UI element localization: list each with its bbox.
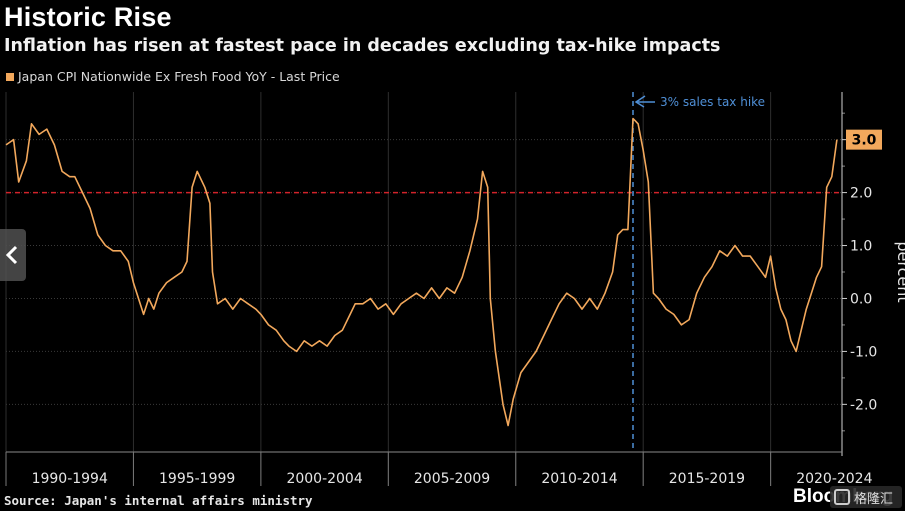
x-category-label: 2005-2009 (414, 471, 490, 487)
previous-arrow-button[interactable] (0, 229, 26, 281)
source-note: Source: Japan's internal affairs ministr… (4, 493, 313, 508)
chart-title: Historic Rise (4, 2, 172, 32)
annotation-layer: 3% sales tax hike (632, 92, 765, 452)
watermark: 格隆汇 (830, 486, 902, 508)
x-category-label: 1990-1994 (32, 471, 108, 487)
x-category-label: 2000-2004 (286, 471, 362, 487)
x-category-label: 2020-2024 (796, 471, 872, 487)
legend: Japan CPI Nationwide Ex Fresh Food YoY -… (6, 69, 340, 84)
y-axis-label: percent (894, 241, 905, 302)
watermark-logo-icon (834, 489, 850, 505)
y-tick-label: 2.0 (850, 186, 872, 202)
annotation-label: 3% sales tax hike (660, 95, 765, 109)
chart-subtitle: Inflation has risen at fastest pace in d… (4, 36, 721, 56)
y-tick-label: -1.0 (850, 344, 877, 360)
axis-layer: -2.0 -1.0 0.0 1.0 2.0 percent 1990-1994 1995-19… (5, 92, 905, 487)
legend-label: Japan CPI Nationwide Ex Fresh Food YoY -… (18, 69, 340, 84)
x-category-label: 2010-2014 (541, 471, 617, 487)
chevron-left-icon (5, 245, 18, 265)
x-category-label: 1995-1999 (159, 471, 235, 487)
legend-swatch (6, 73, 14, 81)
last-value-label: 3.0 (852, 133, 877, 149)
series-layer (5, 117, 838, 427)
y-tick-label: -2.0 (850, 397, 877, 413)
y-tick-label: 1.0 (850, 239, 872, 255)
y-tick-label: 0.0 (850, 291, 872, 307)
watermark-text: 格隆汇 (854, 492, 894, 507)
last-value-badge (846, 129, 882, 150)
x-category-label: 2015-2019 (669, 471, 745, 487)
series-line-cpi (5, 117, 838, 427)
x-divider-layer (5, 92, 772, 486)
